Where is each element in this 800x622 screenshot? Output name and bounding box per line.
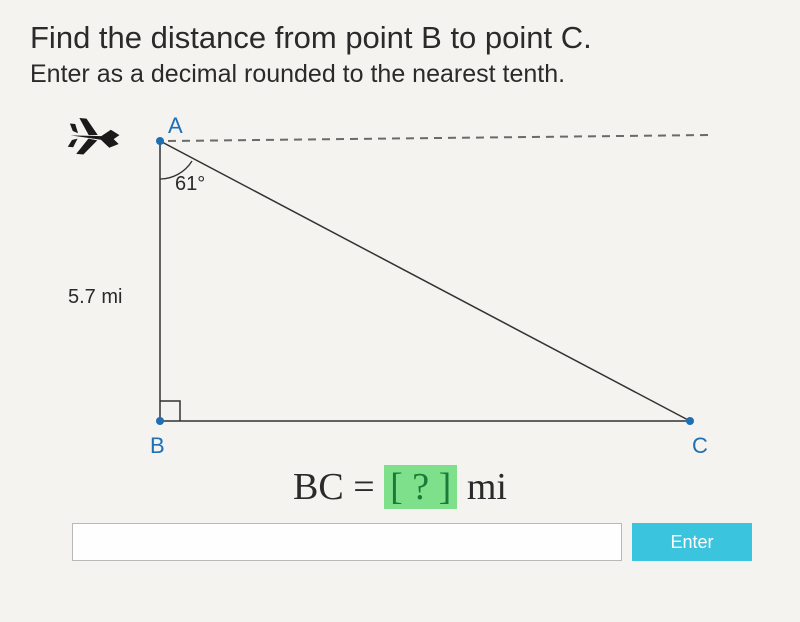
question-subtitle: Enter as a decimal rounded to the neares… <box>30 60 770 89</box>
horizon-line <box>168 135 710 141</box>
triangle-diagram: A B C 61° 5.7 mi <box>30 111 750 471</box>
vertex-label-a: A <box>168 113 183 139</box>
answer-prefix: BC = <box>293 466 384 508</box>
question-title: Find the distance from point B to point … <box>30 20 770 56</box>
side-ab-label: 5.7 mi <box>68 286 122 309</box>
vertex-b-dot <box>156 417 164 425</box>
right-angle-marker <box>160 401 180 421</box>
answer-input[interactable] <box>72 523 622 561</box>
answer-unit: mi <box>457 466 507 508</box>
input-row: Enter <box>72 523 752 561</box>
vertex-c-dot <box>686 417 694 425</box>
vertex-a-dot <box>156 137 164 145</box>
enter-button[interactable]: Enter <box>632 523 752 561</box>
answer-prompt: BC = [ ? ] mi <box>30 465 770 509</box>
vertex-label-c: C <box>692 433 708 459</box>
airplane-icon <box>66 113 125 168</box>
vertex-label-b: B <box>150 433 165 459</box>
angle-label: 61° <box>175 173 205 196</box>
triangle <box>160 141 690 421</box>
answer-placeholder: [ ? ] <box>384 465 457 509</box>
diagram-svg <box>30 111 750 471</box>
